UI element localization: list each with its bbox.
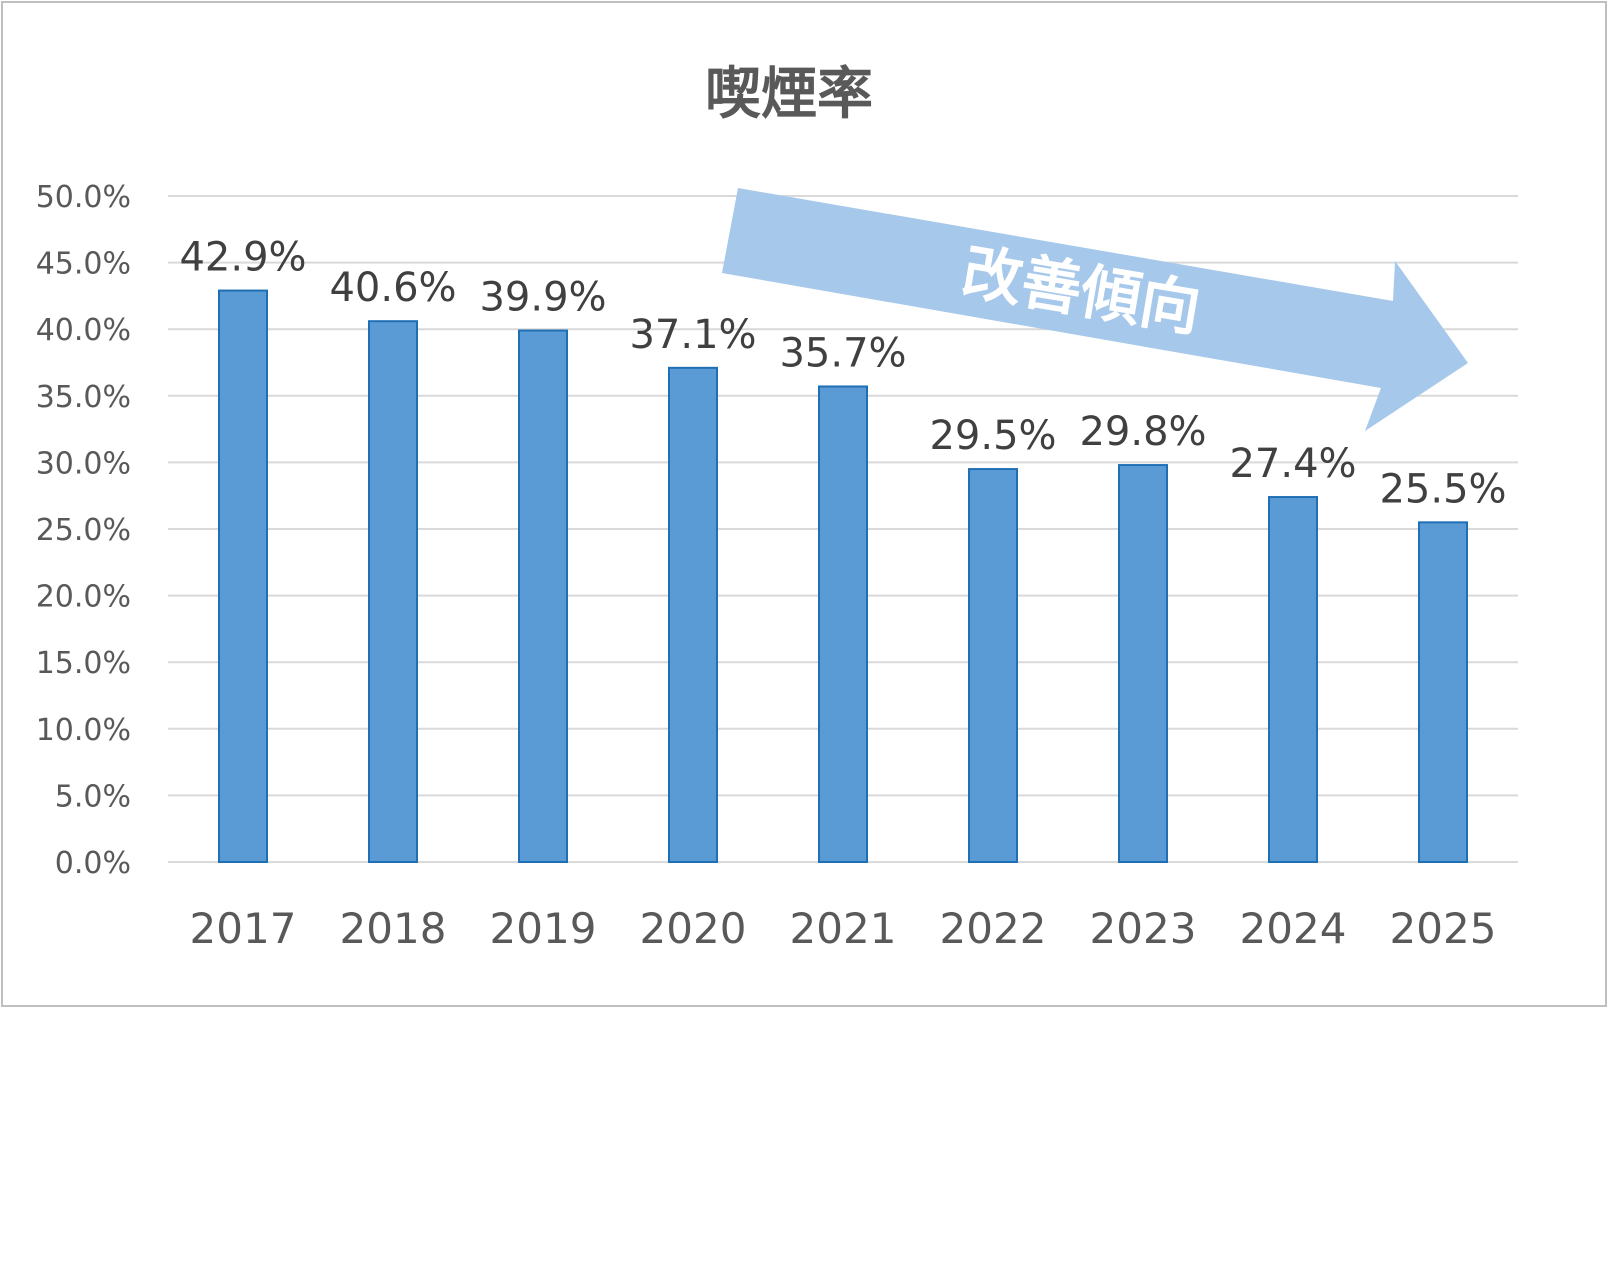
- data-label-2025: 25.5%: [1379, 466, 1506, 512]
- x-tick-label: 2022: [940, 904, 1047, 953]
- data-label-2023: 29.8%: [1079, 409, 1206, 455]
- data-label-2018: 40.6%: [329, 265, 456, 311]
- bar-2019: [518, 329, 568, 864]
- y-tick-label: 0.0%: [55, 846, 131, 881]
- bars: [218, 289, 1468, 864]
- bar-2022: [968, 468, 1018, 863]
- y-tick-label: 50.0%: [36, 180, 131, 215]
- trend-arrow: [722, 188, 1468, 431]
- y-tick-label: 5.0%: [55, 779, 131, 814]
- bar-2021: [818, 385, 868, 863]
- y-tick-label: 25.0%: [36, 513, 131, 548]
- bar-2018: [368, 320, 418, 863]
- x-tick-label: 2018: [340, 904, 447, 953]
- y-tick-label: 30.0%: [36, 446, 131, 481]
- data-label-2024: 27.4%: [1229, 441, 1356, 487]
- x-axis-ticks: 2017 2018 2019 2020 2021 2022 2023 2024 2025: [190, 904, 1497, 953]
- bar-2020: [668, 366, 718, 863]
- x-tick-label: 2017: [190, 904, 297, 953]
- y-tick-label: 15.0%: [36, 646, 131, 681]
- x-tick-label: 2019: [490, 904, 597, 953]
- data-label-2022: 29.5%: [929, 413, 1056, 459]
- y-tick-label: 45.0%: [36, 247, 131, 282]
- y-tick-label: 10.0%: [36, 713, 131, 748]
- data-label-2020: 37.1%: [629, 312, 756, 358]
- bar-2024: [1268, 496, 1318, 863]
- chart-title: 喫煙率: [705, 62, 873, 127]
- data-label-2017: 42.9%: [179, 235, 306, 281]
- bar-2025: [1418, 521, 1468, 864]
- chart-frame: 喫煙率 0.0% 5.0% 10.0% 15.0% 20.0% 25.0% 30.0% 35.…: [1, 1, 1607, 1007]
- bar-chart: 喫煙率 0.0% 5.0% 10.0% 15.0% 20.0% 25.0% 30.0% 35.…: [36, 62, 1518, 953]
- x-tick-label: 2024: [1240, 904, 1347, 953]
- y-axis-ticks: 0.0% 5.0% 10.0% 15.0% 20.0% 25.0% 30.0% 35.0% 40…: [36, 180, 131, 881]
- data-label-2021: 35.7%: [779, 330, 906, 376]
- y-tick-label: 35.0%: [36, 380, 131, 415]
- x-tick-label: 2021: [790, 904, 897, 953]
- bar-2023: [1118, 464, 1168, 863]
- x-tick-label: 2020: [640, 904, 747, 953]
- x-tick-label: 2025: [1390, 904, 1497, 953]
- y-tick-label: 40.0%: [36, 313, 131, 348]
- data-labels: 42.9% 40.6% 39.9% 37.1% 35.7% 29.5% 29.8% 27.4%…: [179, 235, 1506, 513]
- data-label-2019: 39.9%: [479, 275, 606, 321]
- bar-2017: [218, 289, 268, 863]
- y-tick-label: 20.0%: [36, 580, 131, 615]
- x-tick-label: 2023: [1090, 904, 1197, 953]
